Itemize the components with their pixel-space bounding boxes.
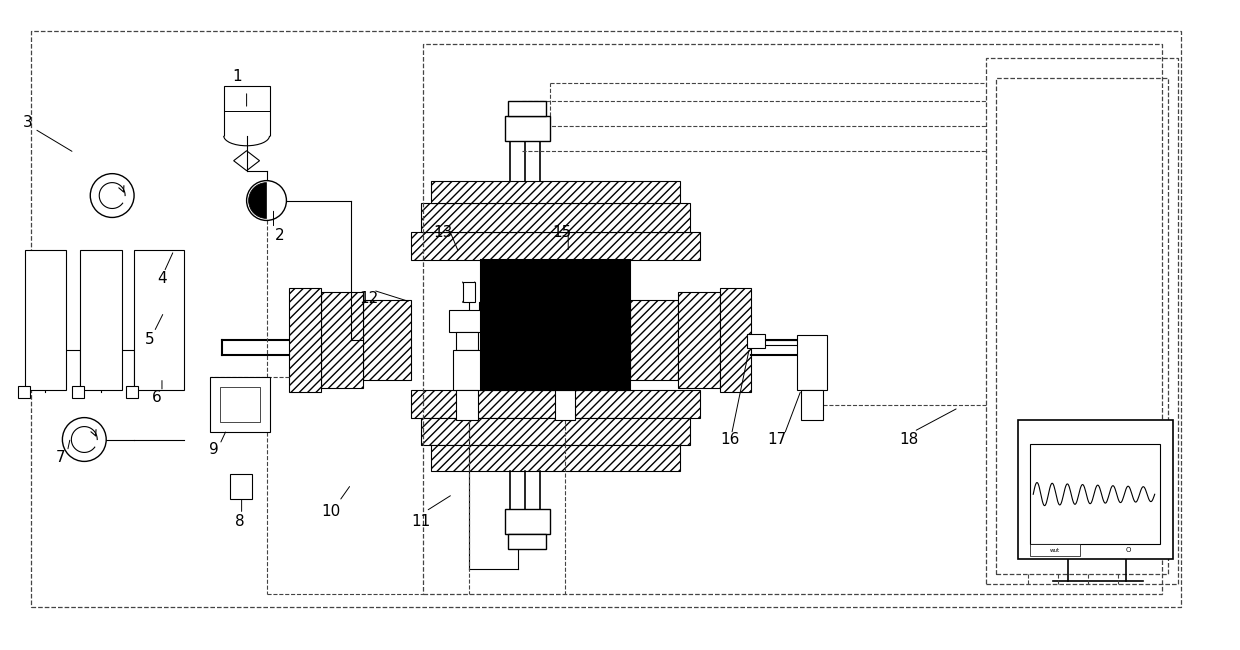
- Text: 17: 17: [768, 432, 787, 447]
- Bar: [556, 390, 575, 420]
- Bar: [552, 350, 578, 390]
- Bar: [748, 334, 765, 348]
- Bar: [719, 288, 751, 392]
- Bar: [508, 534, 547, 549]
- Text: O: O: [1125, 547, 1131, 553]
- Bar: [449, 310, 484, 332]
- Bar: [801, 390, 823, 420]
- Bar: [25, 250, 67, 390]
- Bar: [463, 282, 475, 302]
- Text: wut: wut: [1050, 547, 1060, 552]
- Bar: [1030, 544, 1080, 556]
- Bar: [481, 260, 630, 390]
- Text: 10: 10: [321, 504, 341, 519]
- Bar: [508, 101, 547, 116]
- Wedge shape: [248, 183, 267, 218]
- Bar: [410, 233, 699, 260]
- Bar: [81, 250, 122, 390]
- Bar: [430, 181, 680, 203]
- Bar: [134, 250, 184, 390]
- Text: 11: 11: [412, 514, 430, 528]
- Bar: [678, 292, 719, 388]
- Bar: [72, 385, 84, 398]
- Text: 2: 2: [274, 228, 284, 243]
- Text: 16: 16: [720, 432, 739, 447]
- Text: 3: 3: [22, 115, 32, 131]
- Bar: [410, 390, 699, 417]
- Text: 8: 8: [234, 514, 244, 528]
- Bar: [562, 276, 587, 298]
- Text: 5: 5: [145, 332, 155, 348]
- Bar: [463, 336, 475, 342]
- Bar: [420, 417, 689, 445]
- Bar: [506, 509, 551, 534]
- Bar: [229, 474, 252, 499]
- Bar: [630, 300, 678, 380]
- Bar: [506, 116, 551, 141]
- Bar: [219, 387, 259, 422]
- Bar: [463, 342, 475, 348]
- Bar: [126, 385, 138, 398]
- Bar: [17, 385, 30, 398]
- Bar: [420, 203, 689, 233]
- Bar: [430, 445, 680, 471]
- Text: 15: 15: [553, 225, 572, 240]
- Bar: [593, 322, 616, 342]
- Text: 12: 12: [360, 291, 378, 306]
- Text: 1: 1: [232, 68, 242, 84]
- Text: 4: 4: [157, 270, 166, 286]
- Text: 13: 13: [433, 225, 453, 240]
- Circle shape: [91, 174, 134, 218]
- Bar: [556, 332, 575, 350]
- Bar: [1018, 420, 1173, 559]
- Bar: [1030, 445, 1159, 544]
- Polygon shape: [223, 86, 269, 136]
- Text: 14: 14: [498, 294, 518, 309]
- Bar: [210, 377, 269, 432]
- Bar: [321, 292, 363, 388]
- Bar: [456, 332, 477, 350]
- Text: 9: 9: [208, 442, 218, 457]
- Bar: [551, 310, 580, 332]
- Text: 6: 6: [153, 390, 162, 405]
- Bar: [797, 335, 827, 390]
- Circle shape: [247, 181, 286, 220]
- Bar: [453, 350, 481, 390]
- Text: 18: 18: [899, 432, 919, 447]
- Bar: [363, 300, 410, 380]
- Circle shape: [62, 417, 107, 462]
- Bar: [289, 288, 321, 392]
- Bar: [456, 390, 477, 420]
- Text: 7: 7: [56, 450, 66, 465]
